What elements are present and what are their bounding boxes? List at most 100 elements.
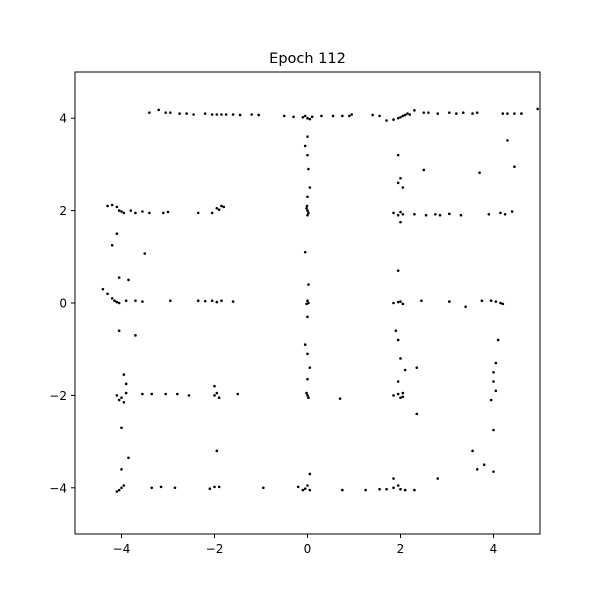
data-point: [331, 114, 335, 118]
data-point: [378, 487, 381, 491]
data-point: [307, 211, 310, 215]
data-point: [192, 113, 195, 116]
y-tick-label: −2: [49, 389, 67, 403]
data-point: [117, 398, 121, 402]
data-point: [475, 468, 479, 471]
data-point: [489, 299, 493, 302]
data-point: [134, 211, 137, 215]
data-point: [427, 111, 430, 114]
data-point: [399, 115, 402, 119]
data-point: [115, 300, 119, 304]
data-point: [307, 396, 310, 400]
data-point: [478, 171, 481, 175]
data-point: [185, 112, 188, 115]
data-point: [301, 115, 305, 119]
data-point: [305, 206, 308, 210]
data-point: [101, 287, 105, 291]
data-point: [401, 391, 405, 395]
data-point: [306, 135, 309, 138]
data-point: [308, 117, 312, 121]
data-point: [303, 343, 307, 346]
data-point: [448, 212, 451, 216]
data-point: [348, 114, 351, 118]
data-point: [127, 278, 130, 282]
data-point: [115, 205, 119, 209]
data-point: [308, 488, 312, 492]
data-point: [306, 299, 309, 302]
data-point: [499, 301, 502, 305]
data-point: [501, 112, 505, 115]
data-point: [238, 113, 242, 117]
data-point: [489, 398, 493, 402]
data-point: [438, 213, 442, 217]
data-point: [115, 232, 119, 235]
data-point: [148, 211, 151, 215]
y-tick-label: 0: [59, 297, 67, 311]
data-point: [296, 485, 300, 489]
data-point: [513, 165, 516, 169]
data-point: [208, 487, 212, 491]
data-point: [301, 488, 305, 492]
data-point: [157, 108, 160, 112]
x-tick-label: 0: [304, 542, 312, 556]
data-point: [494, 361, 498, 365]
data-point: [307, 167, 310, 171]
data-point: [217, 208, 221, 211]
data-point: [110, 297, 114, 300]
data-point: [213, 384, 216, 388]
data-point: [134, 334, 137, 337]
y-tick-label: 4: [59, 112, 67, 126]
data-point: [141, 210, 144, 213]
data-point: [203, 299, 207, 303]
data-point: [392, 477, 395, 480]
data-point: [220, 299, 223, 302]
data-point: [378, 114, 381, 118]
y-tick-label: 2: [59, 204, 67, 218]
data-point: [506, 112, 509, 115]
data-point: [292, 115, 295, 119]
data-point: [305, 391, 308, 395]
data-point: [471, 112, 474, 115]
data-point: [436, 112, 440, 115]
data-point: [308, 472, 312, 476]
data-point: [215, 449, 219, 453]
data-point: [413, 109, 416, 112]
data-point: [341, 488, 344, 492]
x-axis-ticks: −4 −2 0 2 4: [113, 534, 497, 556]
data-point: [399, 487, 402, 491]
data-point: [106, 204, 109, 208]
data-point: [403, 113, 407, 117]
plot-area-frame: [74, 71, 541, 535]
data-point: [308, 186, 312, 189]
data-point: [122, 373, 126, 376]
data-point: [306, 209, 309, 212]
data-point: [424, 213, 428, 217]
data-point: [399, 210, 402, 214]
data-point: [401, 302, 405, 306]
data-point: [396, 269, 400, 272]
data-point: [124, 391, 128, 395]
data-point: [396, 484, 400, 487]
data-point: [164, 392, 167, 396]
data-point: [422, 111, 426, 114]
data-point: [120, 396, 123, 400]
data-point: [306, 153, 309, 157]
data-point: [392, 486, 395, 490]
data-point: [122, 401, 126, 404]
data-point: [464, 305, 467, 309]
data-point: [250, 113, 253, 116]
data-point: [415, 366, 419, 369]
data-point: [310, 115, 314, 119]
data-point: [303, 144, 307, 148]
data-point: [392, 301, 395, 305]
data-point: [434, 213, 437, 216]
data-point: [117, 329, 121, 333]
data-point: [396, 300, 400, 304]
data-point: [134, 299, 137, 302]
data-points: [101, 107, 539, 493]
data-point: [306, 377, 309, 381]
x-tick-label: −4: [113, 542, 131, 556]
data-point: [396, 338, 400, 342]
data-point: [420, 299, 423, 302]
data-point: [471, 449, 474, 453]
